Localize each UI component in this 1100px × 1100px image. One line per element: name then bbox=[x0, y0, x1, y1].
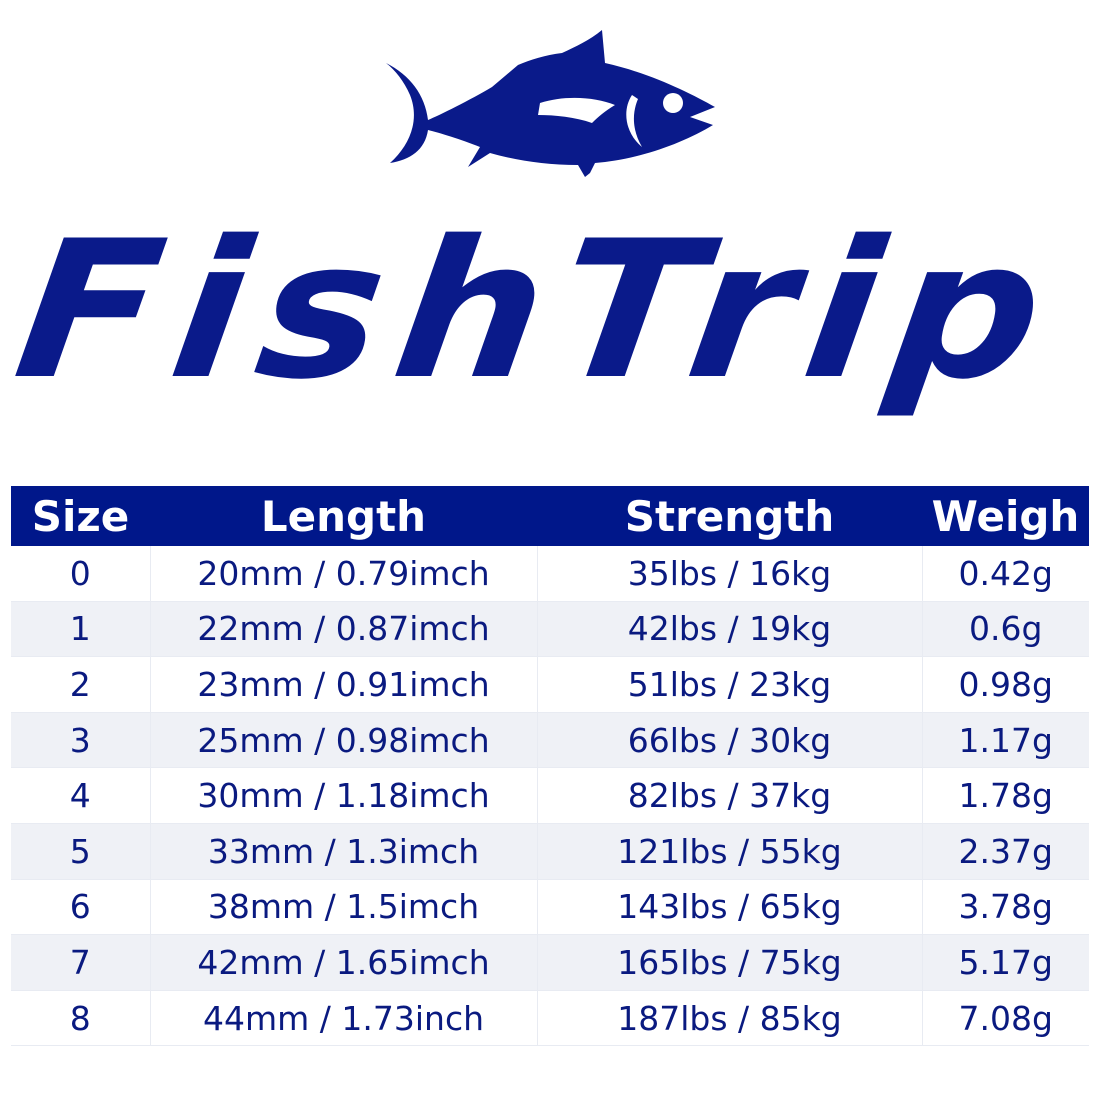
table-row: 8 44mm / 1.73inch 187lbs / 85kg 7.08g bbox=[11, 990, 1089, 1047]
strength-cell: 42lbs / 19kg bbox=[537, 601, 923, 658]
table-row: 6 38mm / 1.5imch 143lbs / 65kg 3.78g bbox=[11, 879, 1089, 936]
size-cell: 0 bbox=[11, 546, 151, 602]
length-cell: 23mm / 0.91imch bbox=[150, 656, 538, 713]
weigh-cell: 0.6g bbox=[922, 601, 1089, 658]
strength-cell: 121lbs / 55kg bbox=[537, 823, 923, 880]
size-cell: 4 bbox=[11, 767, 151, 824]
strength-cell: 187lbs / 85kg bbox=[537, 990, 923, 1047]
weigh-cell: 2.37g bbox=[922, 823, 1089, 880]
table-row: 4 30mm / 1.18imch 82lbs / 37kg 1.78g bbox=[11, 767, 1089, 824]
weigh-cell: 5.17g bbox=[922, 934, 1089, 991]
table-header-row: Size Length Strength Weigh bbox=[11, 486, 1089, 546]
column-header-weigh: Weigh bbox=[922, 486, 1089, 546]
weigh-cell: 3.78g bbox=[922, 879, 1089, 936]
weigh-cell: 1.78g bbox=[922, 767, 1089, 824]
table-row: 5 33mm / 1.3imch 121lbs / 55kg 2.37g bbox=[11, 823, 1089, 880]
column-header-size: Size bbox=[11, 486, 150, 546]
strength-cell: 51lbs / 23kg bbox=[537, 656, 923, 713]
size-cell: 2 bbox=[11, 656, 151, 713]
size-cell: 6 bbox=[11, 879, 151, 936]
strength-cell: 143lbs / 65kg bbox=[537, 879, 923, 936]
table-row: 7 42mm / 1.65imch 165lbs / 75kg 5.17g bbox=[11, 934, 1089, 991]
fish-logo-icon bbox=[386, 30, 715, 177]
size-cell: 1 bbox=[11, 601, 151, 658]
table-row: 0 20mm / 0.79imch 35lbs / 16kg 0.42g bbox=[11, 546, 1089, 602]
length-cell: 30mm / 1.18imch bbox=[150, 767, 538, 824]
weigh-cell: 0.98g bbox=[922, 656, 1089, 713]
length-cell: 33mm / 1.3imch bbox=[150, 823, 538, 880]
table-row: 2 23mm / 0.91imch 51lbs / 23kg 0.98g bbox=[11, 656, 1089, 713]
length-cell: 22mm / 0.87imch bbox=[150, 601, 538, 658]
weigh-cell: 7.08g bbox=[922, 990, 1089, 1047]
length-cell: 25mm / 0.98imch bbox=[150, 712, 538, 769]
size-cell: 5 bbox=[11, 823, 151, 880]
size-cell: 3 bbox=[11, 712, 151, 769]
table-row: 1 22mm / 0.87imch 42lbs / 19kg 0.6g bbox=[11, 601, 1089, 658]
weigh-cell: 0.42g bbox=[922, 546, 1089, 602]
strength-cell: 66lbs / 30kg bbox=[537, 712, 923, 769]
size-cell: 7 bbox=[11, 934, 151, 991]
size-cell: 8 bbox=[11, 990, 151, 1047]
strength-cell: 35lbs / 16kg bbox=[537, 546, 923, 602]
brand-wordmark: FishTrip bbox=[4, 200, 1072, 421]
length-cell: 42mm / 1.65imch bbox=[150, 934, 538, 991]
length-cell: 38mm / 1.5imch bbox=[150, 879, 538, 936]
size-spec-table: Size Length Strength Weigh 0 20mm / 0.79i… bbox=[11, 486, 1089, 1047]
column-header-length: Length bbox=[150, 486, 537, 546]
length-cell: 44mm / 1.73inch bbox=[150, 990, 538, 1047]
weigh-cell: 1.17g bbox=[922, 712, 1089, 769]
column-header-strength: Strength bbox=[537, 486, 922, 546]
strength-cell: 165lbs / 75kg bbox=[537, 934, 923, 991]
strength-cell: 82lbs / 37kg bbox=[537, 767, 923, 824]
table-row: 3 25mm / 0.98imch 66lbs / 30kg 1.17g bbox=[11, 712, 1089, 769]
length-cell: 20mm / 0.79imch bbox=[150, 546, 538, 602]
